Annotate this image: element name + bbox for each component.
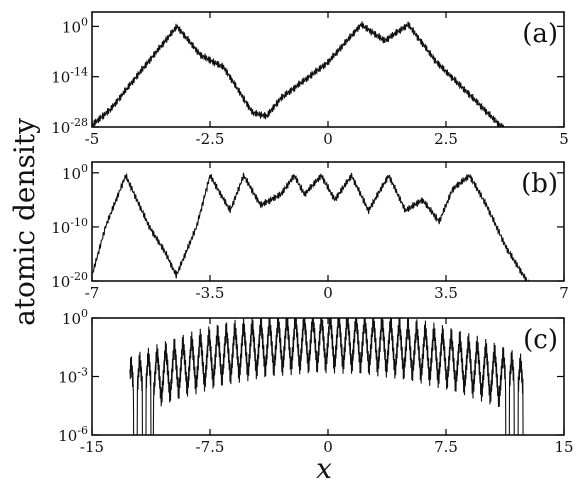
x-tick-label: -15	[80, 438, 104, 456]
x-tick-label: 7.5	[434, 438, 458, 456]
y-tick-label: 10-3	[58, 366, 88, 387]
panels: -5 -2.5 0 2.5 5 100 10-14 10-28 (a) -7 -3.5 0 3.5 7 10…	[51, 11, 574, 456]
x-tick-label: 3.5	[434, 284, 458, 302]
series-line	[129, 318, 524, 435]
panel-b: -7 -3.5 0 3.5 7 100 10-10 10-20 (b)	[51, 161, 569, 302]
y-tick-label: 10-10	[51, 216, 88, 237]
x-tick-label: 15	[554, 438, 573, 456]
y-tick-label: 10-14	[51, 66, 88, 87]
x-tick-label: 7	[559, 284, 569, 302]
panel-label: (b)	[521, 169, 558, 199]
y-tick-label: 100	[62, 307, 88, 328]
y-tick-label: 10-20	[51, 270, 88, 291]
y-tick-label: 100	[62, 162, 88, 183]
x-tick-label: 0	[323, 130, 333, 148]
y-tick-label: 10-28	[51, 116, 88, 137]
x-axis-title: x	[316, 452, 332, 485]
y-axis-title: atomic density	[8, 118, 41, 326]
x-tick-label: -7	[85, 284, 100, 302]
x-tick-label: 0	[323, 438, 333, 456]
x-tick-label: -7.5	[196, 438, 225, 456]
plot-frame	[91, 11, 565, 128]
x-tick-label: 0	[323, 284, 333, 302]
panel-c: -15 -7.5 0 7.5 15 100 10-3 10-6 (c)	[58, 307, 573, 456]
panel-label: (a)	[522, 19, 558, 49]
y-tick-label: 100	[62, 15, 88, 36]
y-tick-label: 10-6	[58, 424, 88, 445]
x-tick-label: -3.5	[196, 284, 225, 302]
x-tick-label: 5	[559, 130, 569, 148]
panel-a: -5 -2.5 0 2.5 5 100 10-14 10-28 (a)	[51, 11, 569, 148]
x-tick-label: -5	[85, 130, 100, 148]
panel-label: (c)	[523, 325, 558, 355]
series-line	[92, 172, 529, 281]
x-tick-label: -2.5	[196, 130, 225, 148]
x-tick-label: 2.5	[434, 130, 458, 148]
series-line	[92, 21, 508, 127]
